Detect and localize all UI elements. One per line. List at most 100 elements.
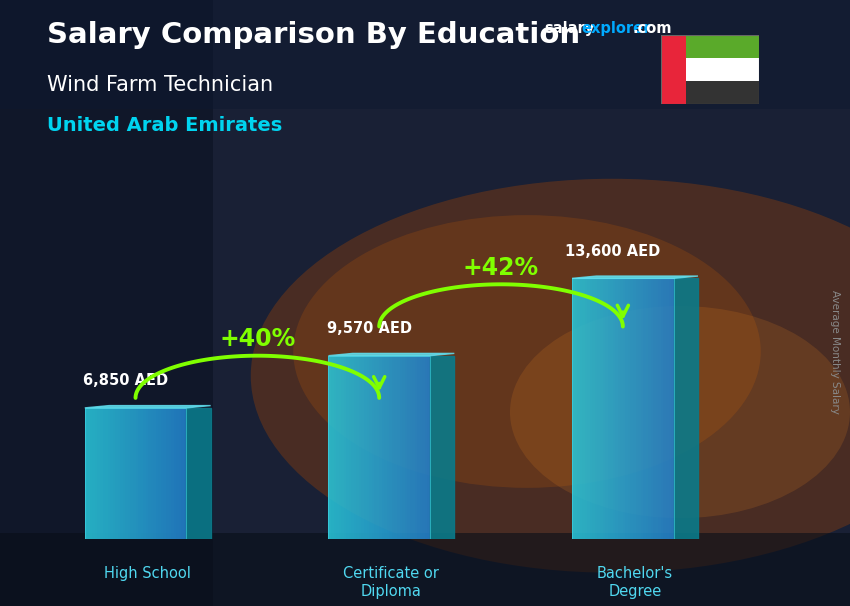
Bar <box>618 278 620 539</box>
Bar <box>145 408 148 539</box>
Bar <box>123 408 126 539</box>
Bar <box>369 356 371 539</box>
Bar <box>600 278 603 539</box>
Bar <box>100 408 103 539</box>
Bar <box>121 408 123 539</box>
Bar <box>407 356 410 539</box>
Bar <box>377 356 379 539</box>
Bar <box>661 278 664 539</box>
Bar <box>364 356 366 539</box>
Bar <box>595 278 598 539</box>
Bar <box>93 408 95 539</box>
Bar <box>587 278 590 539</box>
Bar <box>412 356 415 539</box>
Bar <box>338 356 341 539</box>
Bar <box>148 408 150 539</box>
Bar <box>116 408 118 539</box>
Bar <box>405 356 407 539</box>
Bar <box>328 356 331 539</box>
Bar <box>103 408 105 539</box>
Bar <box>641 278 643 539</box>
Bar <box>343 356 346 539</box>
Bar <box>384 356 387 539</box>
Bar <box>168 408 171 539</box>
Text: +42%: +42% <box>463 256 539 279</box>
Bar <box>85 408 88 539</box>
Bar <box>387 356 389 539</box>
Bar <box>138 408 140 539</box>
Text: 9,570 AED: 9,570 AED <box>326 321 411 336</box>
Bar <box>615 278 618 539</box>
Bar <box>646 278 649 539</box>
Bar <box>654 278 656 539</box>
Bar <box>417 356 420 539</box>
Bar <box>585 278 587 539</box>
Bar <box>379 356 382 539</box>
Bar <box>580 278 582 539</box>
Bar <box>636 278 638 539</box>
Bar <box>590 278 592 539</box>
Bar <box>0 0 850 109</box>
Polygon shape <box>572 276 698 278</box>
Bar <box>582 278 585 539</box>
Bar <box>651 278 654 539</box>
Text: Salary Comparison By Education: Salary Comparison By Education <box>47 21 580 49</box>
Text: Certificate or
Diploma: Certificate or Diploma <box>343 566 439 599</box>
Bar <box>176 408 178 539</box>
Bar <box>150 408 153 539</box>
Bar <box>333 356 336 539</box>
Bar <box>128 408 130 539</box>
Bar <box>686 81 759 104</box>
Bar <box>88 408 90 539</box>
Bar <box>328 356 430 539</box>
Polygon shape <box>186 408 211 539</box>
Text: .com: .com <box>632 21 672 36</box>
Bar <box>171 408 173 539</box>
Bar <box>356 356 359 539</box>
Bar <box>656 278 659 539</box>
Bar <box>598 278 600 539</box>
Bar <box>610 278 613 539</box>
Bar <box>153 408 156 539</box>
Bar <box>140 408 143 539</box>
Bar <box>351 356 354 539</box>
Bar <box>572 278 674 539</box>
Bar <box>126 408 128 539</box>
Bar <box>626 278 628 539</box>
Bar <box>371 356 374 539</box>
Bar <box>366 356 369 539</box>
Bar <box>113 408 116 539</box>
Bar <box>133 408 135 539</box>
Bar <box>331 356 333 539</box>
Bar <box>156 408 158 539</box>
Bar <box>178 408 181 539</box>
Bar <box>348 356 351 539</box>
Bar <box>608 278 610 539</box>
Bar <box>158 408 161 539</box>
Bar <box>638 278 641 539</box>
Bar <box>572 278 575 539</box>
Bar <box>392 356 394 539</box>
Polygon shape <box>85 405 211 408</box>
Bar <box>108 408 110 539</box>
Bar <box>664 278 666 539</box>
Polygon shape <box>328 353 454 356</box>
Bar <box>422 356 425 539</box>
Text: High School: High School <box>105 566 191 581</box>
Ellipse shape <box>251 179 850 573</box>
Bar <box>592 278 595 539</box>
Bar <box>0 533 850 606</box>
Text: +40%: +40% <box>219 327 296 351</box>
Bar <box>166 408 168 539</box>
Bar <box>402 356 405 539</box>
Bar <box>415 356 417 539</box>
Bar <box>394 356 397 539</box>
Bar <box>382 356 384 539</box>
Polygon shape <box>673 278 698 539</box>
Text: Average Monthly Salary: Average Monthly Salary <box>830 290 840 413</box>
Bar <box>397 356 400 539</box>
Bar <box>672 278 673 539</box>
Bar <box>577 278 580 539</box>
Polygon shape <box>430 356 454 539</box>
Bar <box>631 278 633 539</box>
